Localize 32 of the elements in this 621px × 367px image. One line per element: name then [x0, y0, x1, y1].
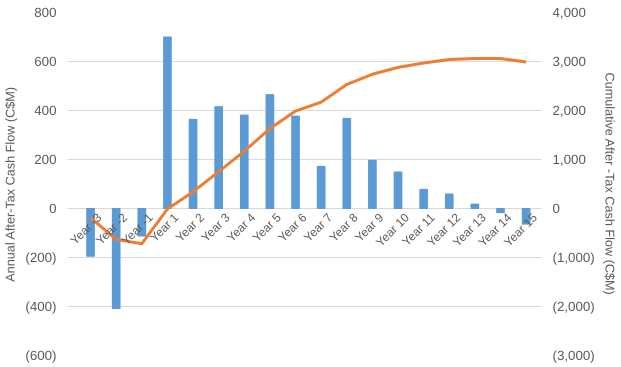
bar: [163, 36, 172, 209]
bar: [214, 106, 224, 209]
y2-tick-label: 3,000: [552, 54, 586, 69]
y2-tick-label: (3,000): [552, 348, 595, 363]
bar: [240, 114, 249, 209]
y2-tick-label: (2,000): [552, 299, 595, 314]
bar: [316, 166, 326, 209]
y2-tick-label: (1,000): [552, 250, 595, 265]
y-tick-label: (600): [25, 348, 57, 363]
y-tick-label: (200): [25, 250, 57, 265]
y-tick-label: 400: [34, 103, 57, 118]
y2-tick-label: 2,000: [552, 103, 586, 118]
bar: [444, 194, 454, 209]
bar: [291, 116, 300, 209]
y2-axis-title: Cumulative After -Tax Cash Flow (C$M): [602, 72, 617, 295]
bar: [266, 94, 274, 209]
y-tick-label: 800: [34, 5, 57, 20]
bar: [342, 118, 352, 209]
y2-tick-label: 4,000: [552, 5, 586, 20]
y-tick-label: (400): [25, 299, 57, 314]
bar: [368, 160, 377, 209]
bar: [496, 208, 505, 214]
y-tick-label: 200: [34, 152, 57, 167]
y-tick-label: 600: [34, 54, 57, 69]
bar: [470, 204, 480, 209]
bar: [394, 171, 402, 209]
y-tick-label: 0: [49, 201, 57, 216]
y-axis-title: Annual After-Tax Cash Flow (C$M): [3, 86, 18, 282]
bar: [188, 118, 198, 209]
bar: [419, 188, 428, 209]
y2-tick-label: 0: [552, 201, 560, 216]
y2-tick-label: 1,000: [552, 152, 586, 167]
